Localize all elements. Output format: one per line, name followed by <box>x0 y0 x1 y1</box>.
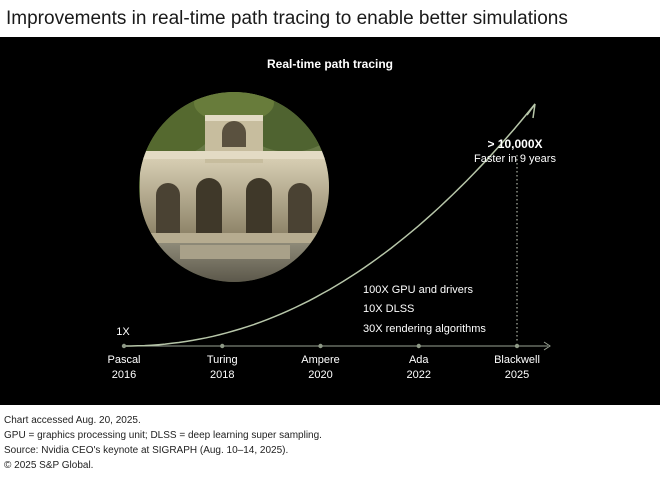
axis-marker-blackwell <box>514 343 520 349</box>
axis-marker-turing <box>220 343 225 349</box>
x-axis-categories: Pascal 2016 Turing 2018 Ampere 2020 Ada 2022 Bla… <box>107 343 540 381</box>
axis-marker-ampere <box>318 343 323 349</box>
chart-svg: Pascal 2016 Turing 2018 Ampere 2020 Ada 2022 Bla… <box>107 92 556 381</box>
x-tick-label-turing: Turing <box>207 354 238 366</box>
panel-title: Real-time path tracing <box>266 57 394 71</box>
contribution-dlss: 10X DLSS <box>363 303 414 315</box>
path-traced-render-image <box>139 92 329 282</box>
contribution-gpu: 100X GPU and drivers <box>363 284 474 296</box>
x-tick-year-turing: 2018 <box>210 369 234 381</box>
x-tick-year-ada: 2022 <box>407 369 431 381</box>
growth-curve-line <box>124 103 536 347</box>
callout-subtitle: Faster in 9 years <box>474 153 556 165</box>
footnote-source: Source: Nvidia CEO's keynote at SIGRAPH … <box>4 445 289 456</box>
x-tick-label-pascal: Pascal <box>107 354 140 366</box>
chart-panel: Pascal 2016 Turing 2018 Ampere 2020 Ada 2022 Bla… <box>0 37 660 405</box>
axis-marker-pascal <box>121 343 127 349</box>
chart-footnotes: Chart accessed Aug. 20, 2025. GPU = grap… <box>4 413 322 473</box>
footnote-accessed: Chart accessed Aug. 20, 2025. <box>4 415 141 426</box>
x-tick-year-pascal: 2016 <box>112 369 136 381</box>
axis-marker-ada <box>416 343 421 349</box>
x-tick-label-blackwell: Blackwell <box>494 354 540 366</box>
x-tick-year-blackwell: 2025 <box>505 369 529 381</box>
footnote-abbreviations: GPU = graphics processing unit; DLSS = d… <box>4 430 322 441</box>
x-tick-label-ampere: Ampere <box>301 354 340 366</box>
contribution-algorithms: 30X rendering algorithms <box>363 323 486 335</box>
x-axis-arrow <box>543 341 551 351</box>
start-label: 1X <box>116 326 130 338</box>
x-tick-year-ampere: 2020 <box>308 369 332 381</box>
chart-title: Improvements in real-time path tracing t… <box>6 8 568 29</box>
footnote-copyright: © 2025 S&P Global. <box>4 460 94 471</box>
x-tick-label-ada: Ada <box>409 354 429 366</box>
growth-curve-arrowhead <box>526 103 536 119</box>
callout-value: > 10,000X <box>487 137 542 151</box>
